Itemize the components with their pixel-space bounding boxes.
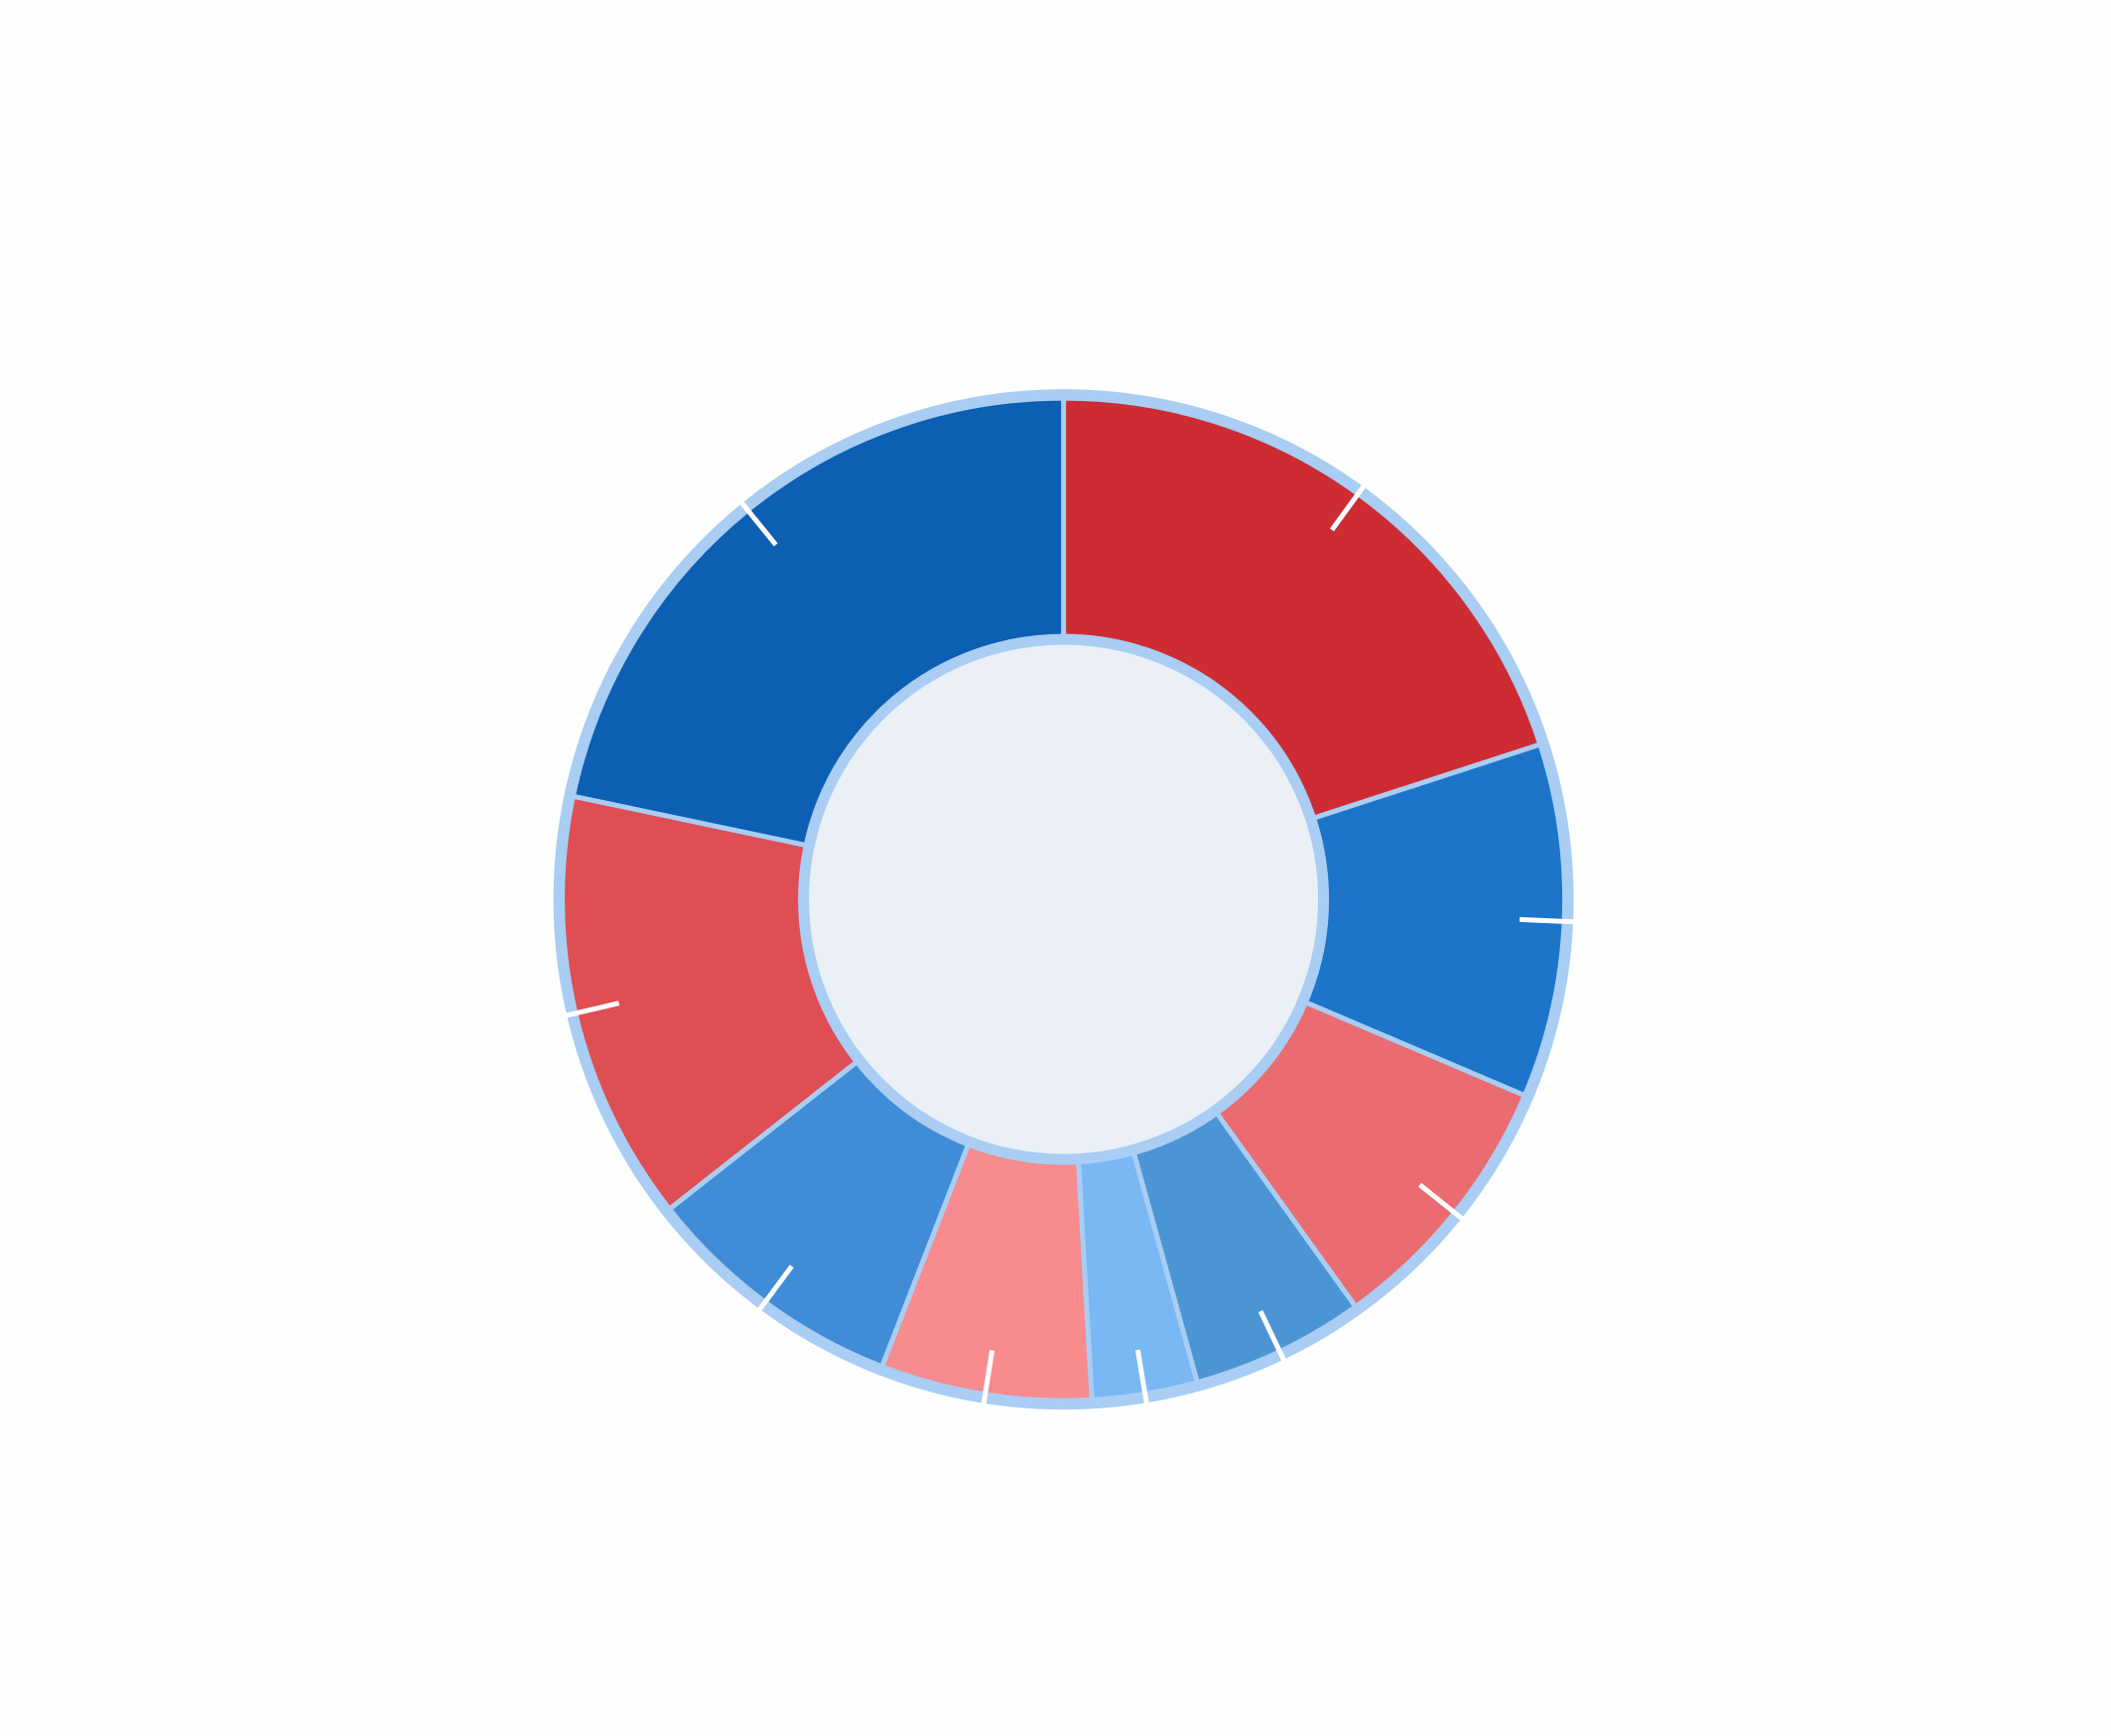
leader-line xyxy=(1134,1349,1150,1406)
leader-line xyxy=(737,499,778,547)
donut-hole xyxy=(798,633,1330,1165)
leader-line xyxy=(563,1001,620,1019)
leader-line xyxy=(1519,916,1577,925)
leaders xyxy=(563,482,1577,1407)
leader-line xyxy=(1257,1310,1287,1364)
slices xyxy=(560,395,1568,1403)
leader-line xyxy=(1329,482,1368,532)
leader-line xyxy=(1418,1182,1466,1223)
leader-line xyxy=(755,1265,794,1313)
leader-line xyxy=(981,1350,995,1407)
